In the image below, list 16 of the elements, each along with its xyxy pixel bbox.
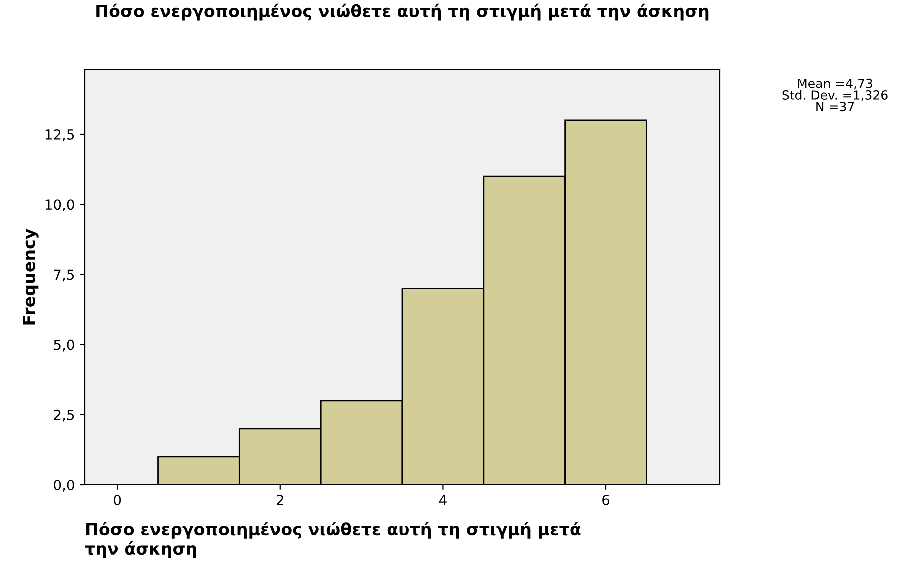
text: Mean =4,73 — [798, 78, 872, 90]
y-tick-label: 2,5 — [54, 410, 74, 422]
text: N =37 — [816, 102, 854, 112]
x-tick-label: 0 — [114, 494, 122, 506]
x-tick-label: 6 — [602, 494, 610, 506]
y-tick-label: 12,5 — [46, 129, 74, 142]
x-tick-label: 2 — [276, 494, 284, 506]
y-tick-label: 7,5 — [54, 270, 74, 282]
y-tick-label: 10,0 — [46, 200, 74, 212]
chart-title: Πόσο ενεργοποιημένος νιώθετε αυτή τη στιγμή μετά την άσκηση — [96, 4, 709, 21]
y-tick-label: 0,0 — [54, 480, 74, 492]
y-axis-title: Frequency — [23, 229, 39, 325]
x-tick-label: 4 — [439, 495, 447, 506]
text: Std. Dev. =1,326 — [782, 90, 888, 102]
x-axis-title: Πόσο ενεργοποιημένος νιώθετε αυτή τη στιγμή μετά την άσκηση — [85, 522, 581, 558]
y-tick-label: 5,0 — [54, 340, 74, 352]
